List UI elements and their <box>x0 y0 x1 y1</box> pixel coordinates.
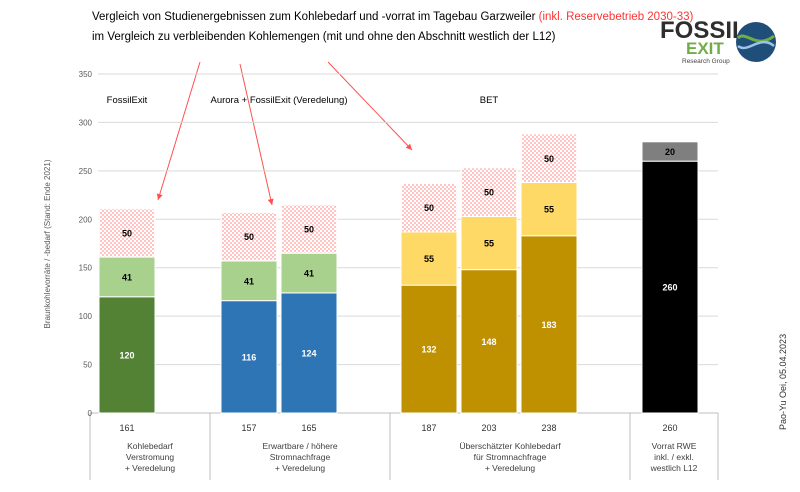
study-label: BET <box>480 95 499 106</box>
title-red: (inkl. Reservebetrieb 2030-33) <box>539 11 694 23</box>
segment-value-label: 50 <box>544 154 554 164</box>
segment-value-label: 50 <box>304 224 314 234</box>
bar-segment <box>520 133 578 183</box>
bar-segment <box>220 212 278 262</box>
bar-total-label: 157 <box>241 423 256 433</box>
logo-word-exit: EXIT <box>686 39 724 58</box>
category-label-line: Verstromung <box>126 452 174 462</box>
category-label-line: Erwartbare / höhere <box>262 441 337 451</box>
category-label-line: Kohlebedarf <box>127 441 173 451</box>
category-label-line: inkl. / exkl. <box>654 452 694 462</box>
y-tick-label: 350 <box>79 70 93 79</box>
annotation-arrow-3 <box>327 61 413 151</box>
segment-value-label: 124 <box>301 348 316 358</box>
bar-segment <box>220 260 278 302</box>
logo-globe-icon <box>736 22 776 62</box>
annotation-arrow-1 <box>156 61 201 201</box>
author-credit: Pao-Yu Oei, 05.04.2023 <box>778 334 788 430</box>
bar-total-label: 238 <box>541 423 556 433</box>
category-label-line: + Veredelung <box>125 463 176 473</box>
logo-subtitle: Research Group <box>682 58 730 65</box>
y-tick-label: 250 <box>79 167 93 176</box>
segment-value-label: 41 <box>304 269 314 279</box>
logo-wave-icon <box>736 34 775 43</box>
bar-segment <box>400 284 458 414</box>
y-tick-label: 100 <box>79 312 93 321</box>
bar-segment <box>641 141 699 162</box>
bar-segment <box>460 269 518 414</box>
category-label-line: für Stromnachfrage <box>474 452 547 462</box>
bar-segment <box>460 167 518 217</box>
bar-segment <box>641 160 699 414</box>
bar-total-label: 165 <box>301 423 316 433</box>
study-label: Aurora + FossilExit (Veredelung) <box>210 95 347 106</box>
category-label-line: + Veredelung <box>275 463 326 473</box>
category-label-line: Stromnachfrage <box>270 452 331 462</box>
logo-wave2-icon <box>737 40 775 50</box>
segment-value-label: 50 <box>244 232 254 242</box>
y-tick-label: 200 <box>79 215 93 224</box>
logo-word-fossil: FOSSIL <box>660 17 747 44</box>
category-label-line: Überschätzter Kohlebedarf <box>459 441 561 451</box>
segment-value-label: 116 <box>242 352 257 362</box>
segment-value-label: 50 <box>424 203 434 213</box>
y-tick-label: 150 <box>79 264 93 273</box>
segment-value-label: 55 <box>424 254 434 264</box>
segment-value-label: 41 <box>244 276 254 286</box>
bar-segment <box>220 300 278 414</box>
y-axis-label: Braunkohlevorräte / -bedarf (Stand: Ende… <box>43 159 52 328</box>
category-label-line: Vorrat RWE <box>652 441 697 451</box>
segment-value-label: 132 <box>421 345 436 355</box>
fossil-exit-logo: FOSSIL EXIT Research Group <box>660 17 776 65</box>
bar-total-label: 161 <box>119 423 134 433</box>
bar-segment <box>460 215 518 271</box>
bar-segment <box>520 181 578 237</box>
chart-title-line2: im Vergleich zu verbleibenden Kohlemenge… <box>92 31 556 43</box>
segment-value-label: 260 <box>662 283 677 293</box>
bar-segment <box>400 231 458 286</box>
bar-segment <box>280 204 338 254</box>
category-label-line: + Veredelung <box>485 463 536 473</box>
y-tick-label: 300 <box>79 118 93 127</box>
segment-value-label: 20 <box>665 147 675 157</box>
segment-value-label: 55 <box>484 239 494 249</box>
segment-value-label: 50 <box>122 228 132 238</box>
segment-value-label: 41 <box>122 272 132 282</box>
chart-title-line1: Vergleich von Studienergebnissen zum Koh… <box>92 11 693 23</box>
segment-value-label: 183 <box>541 320 556 330</box>
title-main: Vergleich von Studienergebnissen zum Koh… <box>92 11 539 23</box>
study-label: FossilExit <box>107 95 148 106</box>
segment-value-label: 55 <box>544 205 554 215</box>
bar-total-label: 260 <box>662 423 677 433</box>
segment-value-label: 50 <box>484 188 494 198</box>
segment-value-label: 120 <box>119 350 134 360</box>
segment-value-label: 148 <box>481 337 496 347</box>
y-tick-label: 50 <box>83 361 92 370</box>
bar-segment <box>520 235 578 414</box>
bar-segment <box>400 182 458 233</box>
bar-total-label: 203 <box>481 423 496 433</box>
bar-segment <box>98 208 156 258</box>
category-label-line: westlich L12 <box>650 463 698 473</box>
bar-total-label: 187 <box>421 423 436 433</box>
annotation-arrow-2 <box>239 63 274 206</box>
y-tick-label: 0 <box>88 409 93 418</box>
bar-segment <box>280 252 338 294</box>
